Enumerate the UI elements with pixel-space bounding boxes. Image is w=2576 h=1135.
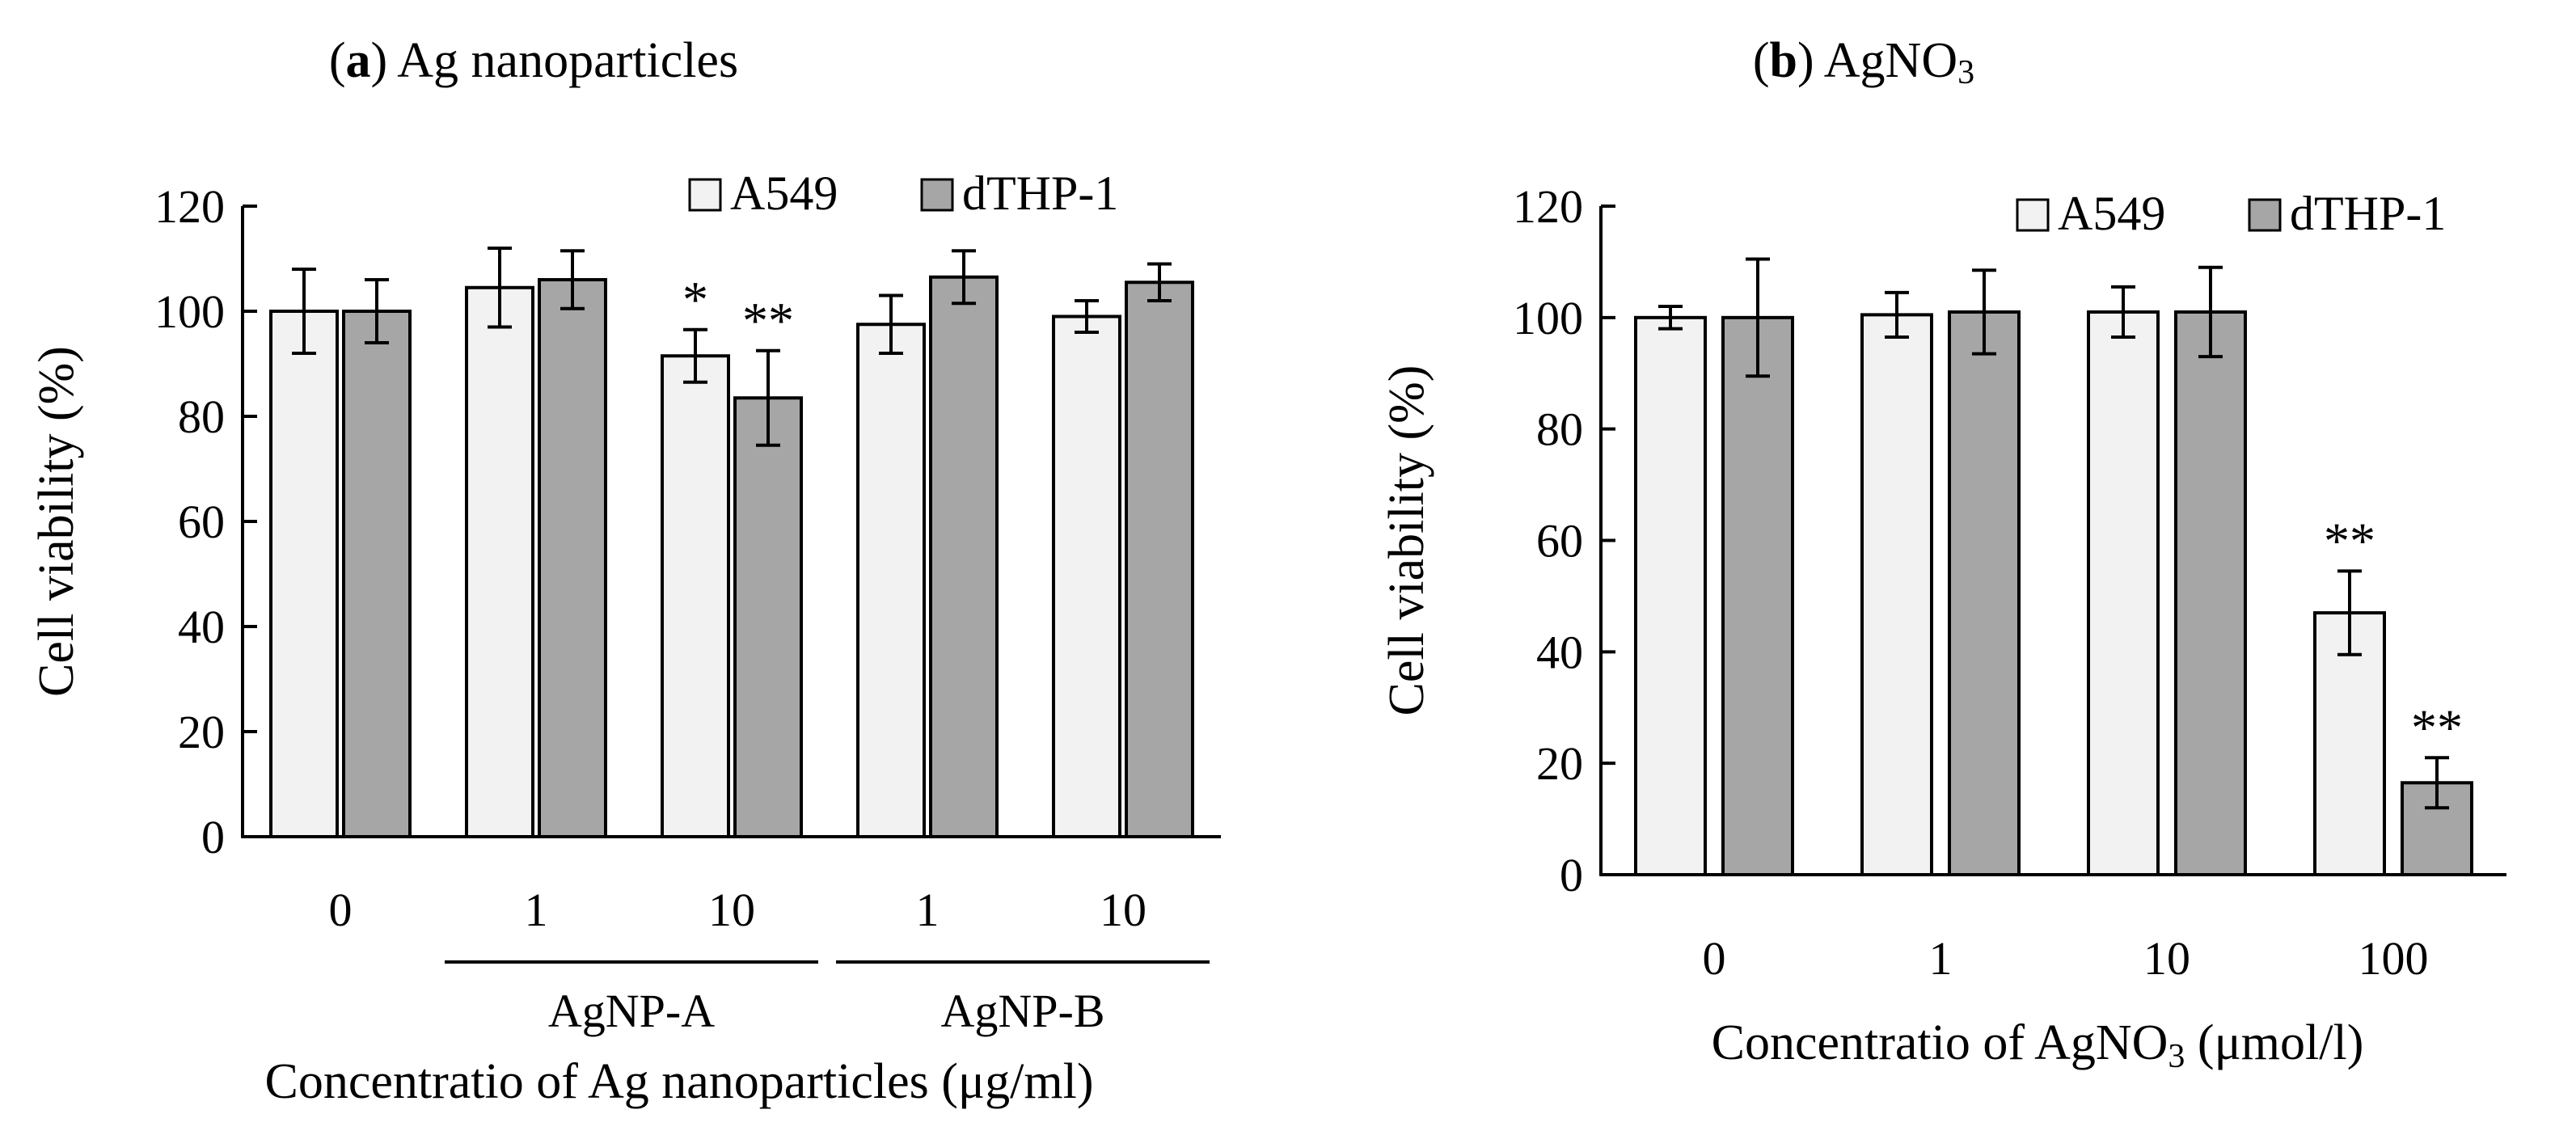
y-tick-label: 40 <box>1536 626 1583 678</box>
chart-b-title: (b) AgNO3 <box>1753 33 1974 91</box>
x-category-label: 10 <box>2143 932 2190 985</box>
legend-dthp1-label: dTHP-1 <box>962 167 1118 220</box>
bar-dthp1 <box>1125 281 1194 838</box>
bar-a549 <box>465 285 534 838</box>
group-label: AgNP-A <box>548 985 715 1037</box>
bar-a549 <box>1860 313 1933 876</box>
x-category-label: 10 <box>1100 884 1147 936</box>
x-category-label: 1 <box>1929 932 1953 985</box>
bar-dthp1 <box>929 275 999 838</box>
y-tick-label: 80 <box>178 390 225 443</box>
significance-marker: ** <box>2411 698 2463 756</box>
significance-marker: * <box>682 271 708 328</box>
bar-a549 <box>1634 315 1707 877</box>
legend-a549-label: A549 <box>2058 187 2165 240</box>
bar-a549 <box>661 354 730 838</box>
y-tick-label: 20 <box>1536 737 1583 790</box>
bar-a549 <box>2087 310 2160 877</box>
chart-a-title: (a) Ag nanoparticles <box>329 33 738 88</box>
bar-a549 <box>2313 611 2386 876</box>
significance-marker: ** <box>2324 512 2375 569</box>
chart-b-y-axis-label: Cell viability (%) <box>1379 365 1434 716</box>
bar-dthp1 <box>342 310 412 838</box>
y-tick-label: 40 <box>178 601 225 653</box>
legend-a549-swatch <box>2016 198 2050 232</box>
y-tick-label: 100 <box>154 285 225 338</box>
bar-dthp1 <box>2174 310 2247 877</box>
y-tick-label: 80 <box>1536 403 1583 456</box>
bar-dthp1 <box>733 396 803 838</box>
y-tick-label: 120 <box>154 180 225 233</box>
x-category-label: 100 <box>2359 932 2429 985</box>
x-category-label: 1 <box>916 884 940 936</box>
chart-b-x-axis-label: Concentratio of AgNO3 (μmol/l) <box>1712 1015 2364 1075</box>
x-category-label: 10 <box>708 884 755 936</box>
legend-a549-swatch <box>688 178 722 212</box>
chart-b-title-text: AgNO <box>1824 33 1957 88</box>
y-tick-label: 0 <box>1560 849 1583 901</box>
chart-panel-b: (b) AgNO3 Cell viability (%) Concentrati… <box>1379 33 2506 1075</box>
legend-dthp1-swatch <box>920 178 954 212</box>
y-tick-label: 60 <box>1536 515 1583 568</box>
x-category-label: 0 <box>1703 932 1726 985</box>
legend-a549-label: A549 <box>730 167 838 220</box>
bar-dthp1 <box>538 278 607 838</box>
chart-a-title-letter: a <box>346 33 371 88</box>
bar-dthp1 <box>1948 310 2021 877</box>
x-category-label: 1 <box>525 884 548 936</box>
chart-a-y-axis-label: Cell viability (%) <box>29 346 84 697</box>
bar-a549 <box>269 310 339 838</box>
chart-b-title-subscript: 3 <box>1957 54 1974 91</box>
chart-b-x-axis-label-subscript: 3 <box>2168 1038 2185 1075</box>
chart-b-x-axis-label-unit: (μmol/l) <box>2185 1015 2363 1070</box>
chart-b-x-axis-label-text: Concentratio of AgNO <box>1712 1015 2168 1070</box>
legend-dthp1-swatch <box>2248 198 2282 232</box>
bar-a549 <box>856 323 926 838</box>
y-tick-label: 100 <box>1513 292 1583 344</box>
significance-marker: ** <box>742 292 794 349</box>
chart-a-x-axis-label: Concentratio of Ag nanoparticles (μg/ml) <box>265 1054 1094 1109</box>
chart-b-title-letter: b <box>1770 33 1797 88</box>
y-tick-label: 120 <box>1513 180 1583 233</box>
y-tick-label: 20 <box>178 706 225 758</box>
bar-dthp1 <box>1721 315 1794 877</box>
chart-b-legend: A549 dTHP-1 <box>2016 187 2446 240</box>
chart-panel-a: (a) Ag nanoparticles Cell viability (%) … <box>29 33 1221 1109</box>
group-label: AgNP-B <box>940 985 1104 1037</box>
legend-dthp1-label: dTHP-1 <box>2290 187 2446 240</box>
y-tick-label: 0 <box>201 811 225 863</box>
x-category-label: 0 <box>329 884 353 936</box>
bar-a549 <box>1052 314 1121 838</box>
y-tick-label: 60 <box>178 496 225 548</box>
chart-a-legend: A549 dTHP-1 <box>688 167 1118 220</box>
chart-a-title-text: Ag nanoparticles <box>397 33 738 88</box>
